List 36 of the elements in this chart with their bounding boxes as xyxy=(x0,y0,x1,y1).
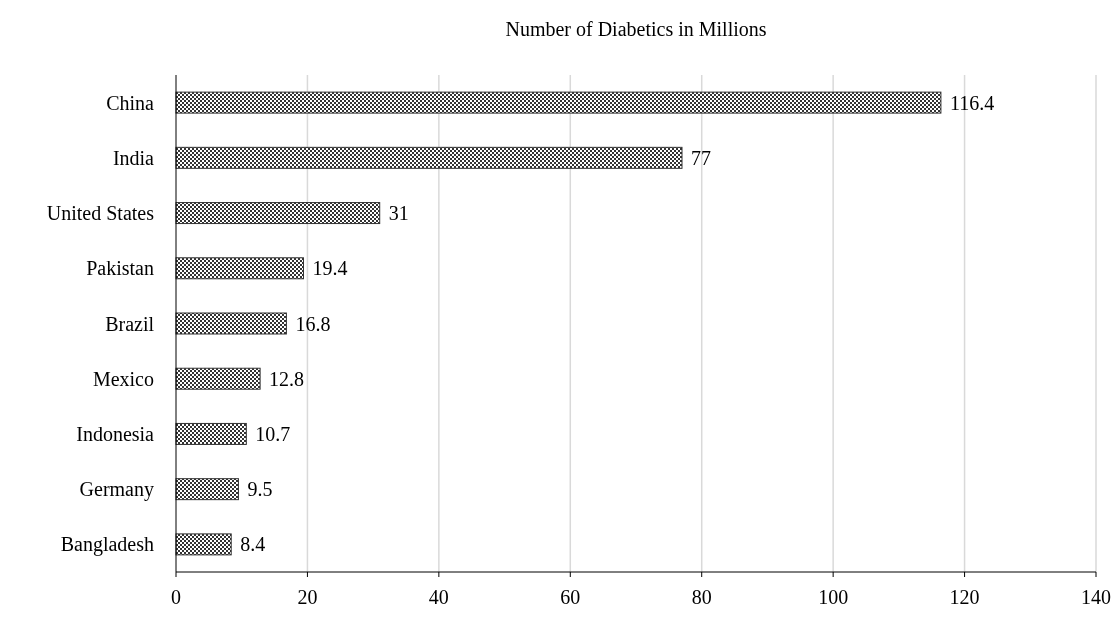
x-tick-label: 0 xyxy=(171,586,181,608)
y-tick-label: Bangladesh xyxy=(60,533,154,557)
x-tick-label: 20 xyxy=(297,586,318,608)
y-tick-label: Mexico xyxy=(92,367,154,390)
data-label: 10.7 xyxy=(255,422,291,445)
data-label: 16.8 xyxy=(295,312,331,335)
y-tick-label: Germany xyxy=(79,478,154,502)
x-tick-label: 120 xyxy=(949,586,980,608)
x-tick-label: 80 xyxy=(691,586,712,608)
bar xyxy=(175,257,304,280)
x-tick-label: 140 xyxy=(1081,586,1111,608)
bar xyxy=(175,533,232,556)
y-tick-label: Brazil xyxy=(105,312,155,335)
bar xyxy=(175,367,261,390)
data-label: 77 xyxy=(691,146,711,169)
data-label: 116.4 xyxy=(949,91,995,114)
bar xyxy=(175,422,247,445)
bar xyxy=(175,312,287,335)
data-label: 31 xyxy=(388,202,409,225)
y-tick-label: United States xyxy=(46,202,155,225)
data-label: 9.5 xyxy=(247,478,273,501)
y-tick-label: China xyxy=(106,91,155,114)
bar xyxy=(175,478,239,501)
data-label: 12.8 xyxy=(269,367,305,390)
y-tick-label: Indonesia xyxy=(76,422,155,445)
y-tick-label: India xyxy=(112,146,155,169)
bar xyxy=(175,91,942,114)
y-tick-label: Pakistan xyxy=(86,257,154,280)
bar xyxy=(175,202,381,225)
x-tick-label: 40 xyxy=(428,586,449,608)
data-label: 8.4 xyxy=(240,533,266,556)
x-tick-label: 100 xyxy=(818,586,849,608)
bar xyxy=(175,146,683,169)
data-label: 19.4 xyxy=(312,257,348,280)
x-tick-label: 60 xyxy=(560,586,581,608)
chart-title: Number of Diabetics in Millions xyxy=(505,18,767,40)
